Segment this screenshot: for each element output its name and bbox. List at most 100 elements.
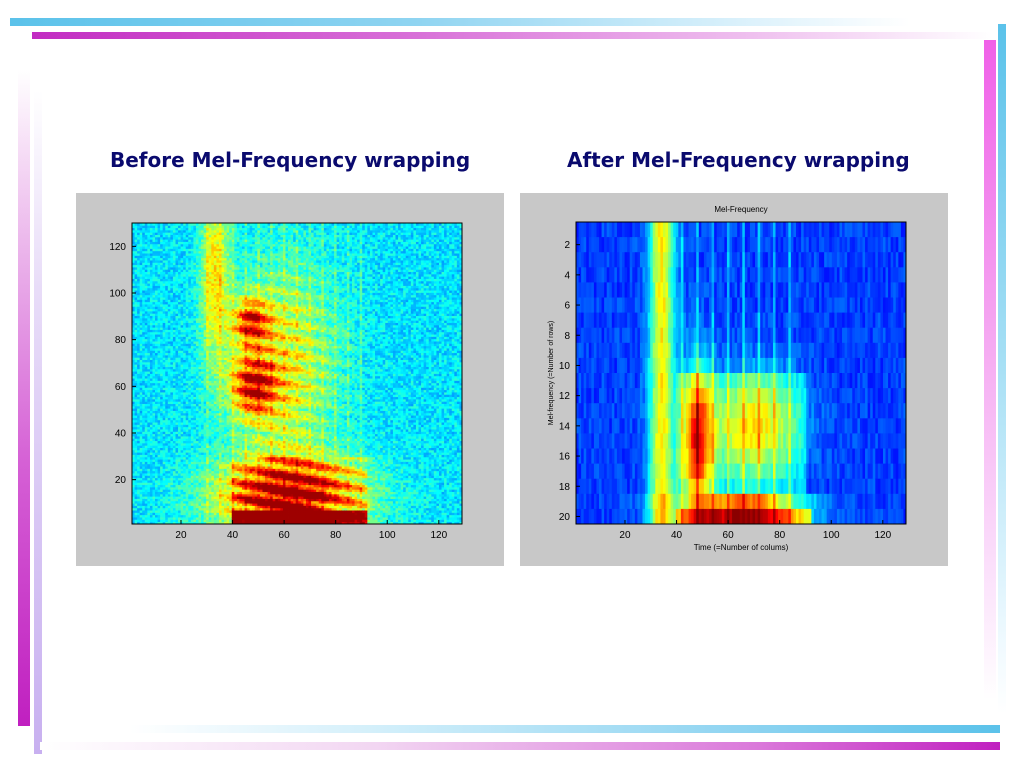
spectrogram-cell: [160, 246, 164, 249]
spectrogram-cell: [134, 385, 138, 388]
spectrogram-cell: [208, 480, 212, 483]
spectrogram-cell: [216, 426, 220, 430]
spectrogram-cell: [149, 313, 153, 317]
spectrogram-cell: [172, 264, 176, 268]
spectrogram-cell: [165, 496, 169, 499]
spectrogram-cell: [203, 348, 207, 351]
spectrogram-cell: [190, 283, 194, 286]
spectrogram-cell: [206, 264, 210, 268]
spectrogram-cell: [190, 482, 194, 486]
spectrogram-cell: [198, 482, 202, 486]
spectrogram-cell: [193, 276, 197, 279]
spectrogram-cell: [193, 378, 197, 381]
spectrogram-cell: [211, 262, 215, 266]
spectrogram-cell: [224, 359, 228, 363]
spectrogram-cell: [218, 306, 222, 310]
spectrogram-cell: [190, 510, 194, 513]
spectrogram-cell: [170, 278, 174, 282]
spectrogram-cell: [137, 320, 141, 323]
spectrogram-cell: [208, 507, 212, 511]
spectrogram-cell: [226, 496, 230, 499]
spectrogram-cell: [208, 396, 212, 400]
spectrogram-cell: [190, 310, 194, 314]
spectrogram-cell: [162, 357, 166, 361]
spectrogram-cell: [213, 475, 217, 479]
spectrogram-cell: [198, 493, 202, 497]
spectrogram-cell: [224, 262, 228, 266]
spectrogram-cell: [213, 359, 217, 363]
spectrogram-cell: [201, 477, 205, 481]
spectrogram-cell: [185, 484, 189, 488]
spectrogram-cell: [157, 269, 161, 273]
spectrogram-cell: [188, 260, 192, 263]
spectrogram-cell: [132, 438, 135, 442]
spectrogram-cell: [160, 403, 164, 407]
spectrogram-cell: [216, 519, 220, 523]
spectrogram-cell: [178, 290, 182, 293]
spectrogram-cell: [213, 473, 217, 476]
spectrogram-cell: [218, 394, 222, 398]
spectrogram-cell: [157, 371, 161, 374]
spectrogram-cell: [190, 498, 194, 502]
spectrogram-cell: [183, 246, 187, 249]
spectrogram-cell: [165, 278, 169, 282]
spectrogram-cell: [198, 308, 202, 312]
spectrogram-cell: [142, 380, 146, 384]
spectrogram-cell: [178, 308, 182, 312]
spectrogram-cell: [190, 456, 194, 460]
spectrogram-cell: [201, 250, 205, 254]
spectrogram-cell: [213, 366, 217, 370]
spectrogram-cell: [206, 255, 210, 259]
spectrogram-cell: [211, 253, 215, 256]
spectrogram-cell: [195, 486, 199, 490]
spectrogram-cell: [195, 405, 199, 409]
spectrogram-cell: [137, 373, 141, 377]
spectrogram-cell: [188, 493, 192, 497]
spectrogram-cell: [195, 273, 199, 277]
spectrogram-cell: [165, 223, 169, 226]
spectrogram-cell: [226, 243, 230, 247]
spectrogram-cell: [132, 424, 135, 428]
spectrogram-cell: [147, 250, 151, 254]
spectrogram-cell: [183, 248, 187, 252]
spectrogram-cell: [206, 322, 210, 326]
spectrogram-cell: [155, 348, 158, 351]
spectrogram-cell: [180, 331, 184, 335]
spectrogram-cell: [165, 225, 169, 229]
spectrogram-cell: [139, 408, 143, 411]
spectrogram-cell: [206, 234, 210, 238]
spectrogram-cell: [142, 429, 146, 432]
spectrogram-cell: [216, 366, 220, 370]
spectrogram-cell: [183, 378, 187, 381]
spectrogram-cell: [213, 429, 217, 432]
spectrogram-cell: [170, 475, 174, 479]
spectrogram-cell: [183, 338, 187, 342]
spectrogram-cell: [190, 473, 194, 476]
spectrogram-cell: [188, 461, 192, 465]
spectrogram-cell: [142, 357, 146, 361]
spectrogram-cell: [198, 517, 202, 520]
spectrogram-cell: [190, 410, 194, 414]
spectrogram-cell: [208, 315, 212, 319]
spectrogram-cell: [152, 392, 156, 395]
spectrogram-cell: [157, 482, 161, 486]
spectrogram-cell: [218, 475, 222, 479]
spectrogram-cell: [134, 447, 138, 451]
spectrogram-cell: [213, 241, 217, 245]
spectrogram-cell: [188, 396, 192, 400]
spectrogram-cell: [178, 292, 182, 296]
spectrogram-cell: [157, 436, 161, 439]
spectrogram-cell: [134, 398, 138, 402]
spectrogram-cell: [152, 424, 156, 428]
spectrogram-cell: [139, 473, 143, 476]
spectrogram-cell: [175, 438, 179, 442]
spectrogram-cell: [155, 419, 158, 423]
spectrogram-cell: [183, 480, 187, 483]
spectrogram-cell: [188, 371, 192, 374]
spectrogram-cell: [224, 510, 228, 513]
spectrogram-cell: [213, 223, 217, 226]
spectrogram-cell: [206, 373, 210, 377]
spectrogram-cell: [175, 380, 179, 384]
spectrogram-cell: [188, 223, 192, 226]
spectrogram-cell: [193, 310, 197, 314]
